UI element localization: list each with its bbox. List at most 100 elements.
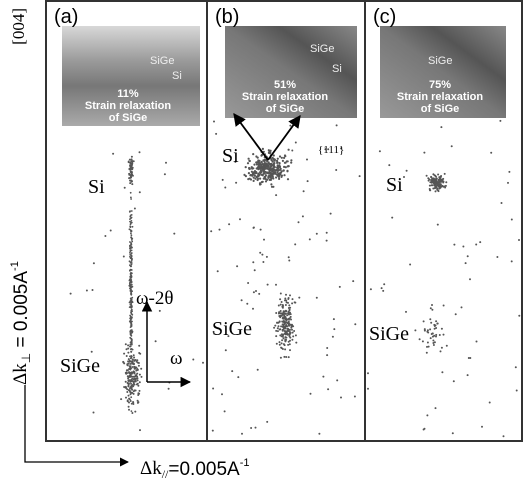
intensity-dot [260,153,264,156]
intensity-dot [278,177,281,180]
intensity-dot [138,151,141,154]
intensity-dot [130,214,133,216]
intensity-dot [223,410,226,413]
intensity-dot [279,310,282,312]
intensity-dot [261,165,264,168]
intensity-dot [129,210,132,213]
intensity-dot [122,255,125,258]
intensity-dot [275,176,278,179]
intensity-dot [441,371,444,374]
intensity-dot [131,383,134,386]
intensity-dot [259,228,262,231]
intensity-dot [128,365,131,368]
intensity-dot [289,336,292,339]
intensity-dot [294,301,297,304]
intensity-dot [127,380,130,382]
intensity-dot [128,368,131,370]
intensity-dot [130,263,133,266]
intensity-dot [250,427,253,429]
intensity-dot [279,316,282,319]
intensity-dot [124,380,127,383]
intensity-dot [438,187,441,190]
intensity-dot [429,189,431,192]
intensity-dot [427,345,430,348]
intensity-dot [442,304,445,307]
intensity-dot [441,179,444,182]
intensity-dot [133,377,136,380]
intensity-dot [129,386,132,389]
intensity-dot [192,358,195,361]
intensity-dot [213,120,215,123]
intensity-dot [358,175,361,178]
intensity-dot [289,315,292,318]
intensity-dot [279,312,282,315]
intensity-dot [287,165,290,168]
layer-label: Si [332,63,342,75]
intensity-dot [131,412,134,414]
intensity-dot [291,328,293,331]
intensity-dot [475,340,478,343]
intensity-dot [290,318,292,321]
intensity-dot [430,179,433,182]
intensity-dot [298,296,301,299]
intensity-dot [137,394,140,396]
intensity-dot [241,432,243,435]
intensity-dot [92,411,95,414]
intensity-dot [284,312,287,315]
intensity-dot [380,287,383,290]
intensity-dot [129,289,132,291]
intensity-dot [131,388,134,391]
intensity-dot [279,314,282,317]
intensity-dot [282,169,285,172]
intensity-dot [260,161,263,164]
intensity-dot [252,173,255,176]
intensity-dot [130,291,133,294]
intensity-dot [267,176,270,179]
inset-text: of SiGe [109,112,148,124]
intensity-dot [202,361,204,364]
intensity-dot [259,177,262,180]
y-axis-label: Δk⊥ = 0.005A-1 [9,261,33,385]
intensity-dot [338,285,341,288]
intensity-dot [135,383,138,386]
intensity-dot [278,164,281,167]
intensity-dot [262,261,265,263]
intensity-dot [306,180,309,183]
intensity-dot [130,402,133,405]
intensity-dot [254,172,257,175]
direction-label: {111} [318,144,344,156]
intensity-dot [263,168,266,171]
relaxation: 11% [117,88,139,100]
intensity-dot [126,391,129,393]
intensity-dot [283,355,286,358]
intensity-dot [132,401,135,404]
intensity-dot [130,297,132,300]
intensity-dot [405,169,408,172]
intensity-dot [437,178,440,181]
intensity-dot [278,341,281,344]
intensity-dot [284,304,287,306]
intensity-dot [283,174,286,177]
intensity-dot [129,303,132,306]
intensity-dot [129,244,132,247]
intensity-dot [135,369,138,372]
intensity-dot [333,328,336,331]
intensity-dot [433,341,436,344]
intensity-dot [131,358,134,361]
intensity-dot [336,379,339,382]
intensity-dot [270,172,273,175]
intensity-dot [275,283,277,286]
intensity-dot [130,355,133,357]
intensity-dot [275,168,278,171]
intensity-dot [244,166,247,169]
intensity-dot [130,338,133,340]
intensity-dot [127,384,130,387]
intensity-dot [130,232,132,235]
intensity-dot [130,325,133,328]
intensity-dot [259,251,262,254]
intensity-dot [280,175,283,178]
intensity-dot [132,381,135,384]
intensity-dot [382,289,385,292]
intensity-dot [138,191,141,194]
intensity-dot [403,176,405,178]
